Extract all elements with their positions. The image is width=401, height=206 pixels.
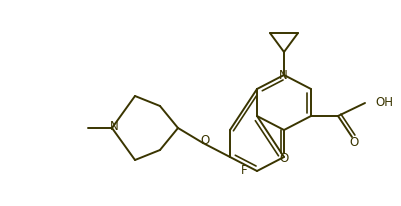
Text: OH: OH — [375, 96, 393, 109]
Text: O: O — [279, 151, 289, 165]
Text: O: O — [349, 136, 358, 149]
Text: F: F — [240, 164, 247, 177]
Text: N: N — [279, 69, 288, 82]
Text: N: N — [109, 119, 118, 132]
Text: O: O — [200, 133, 210, 146]
